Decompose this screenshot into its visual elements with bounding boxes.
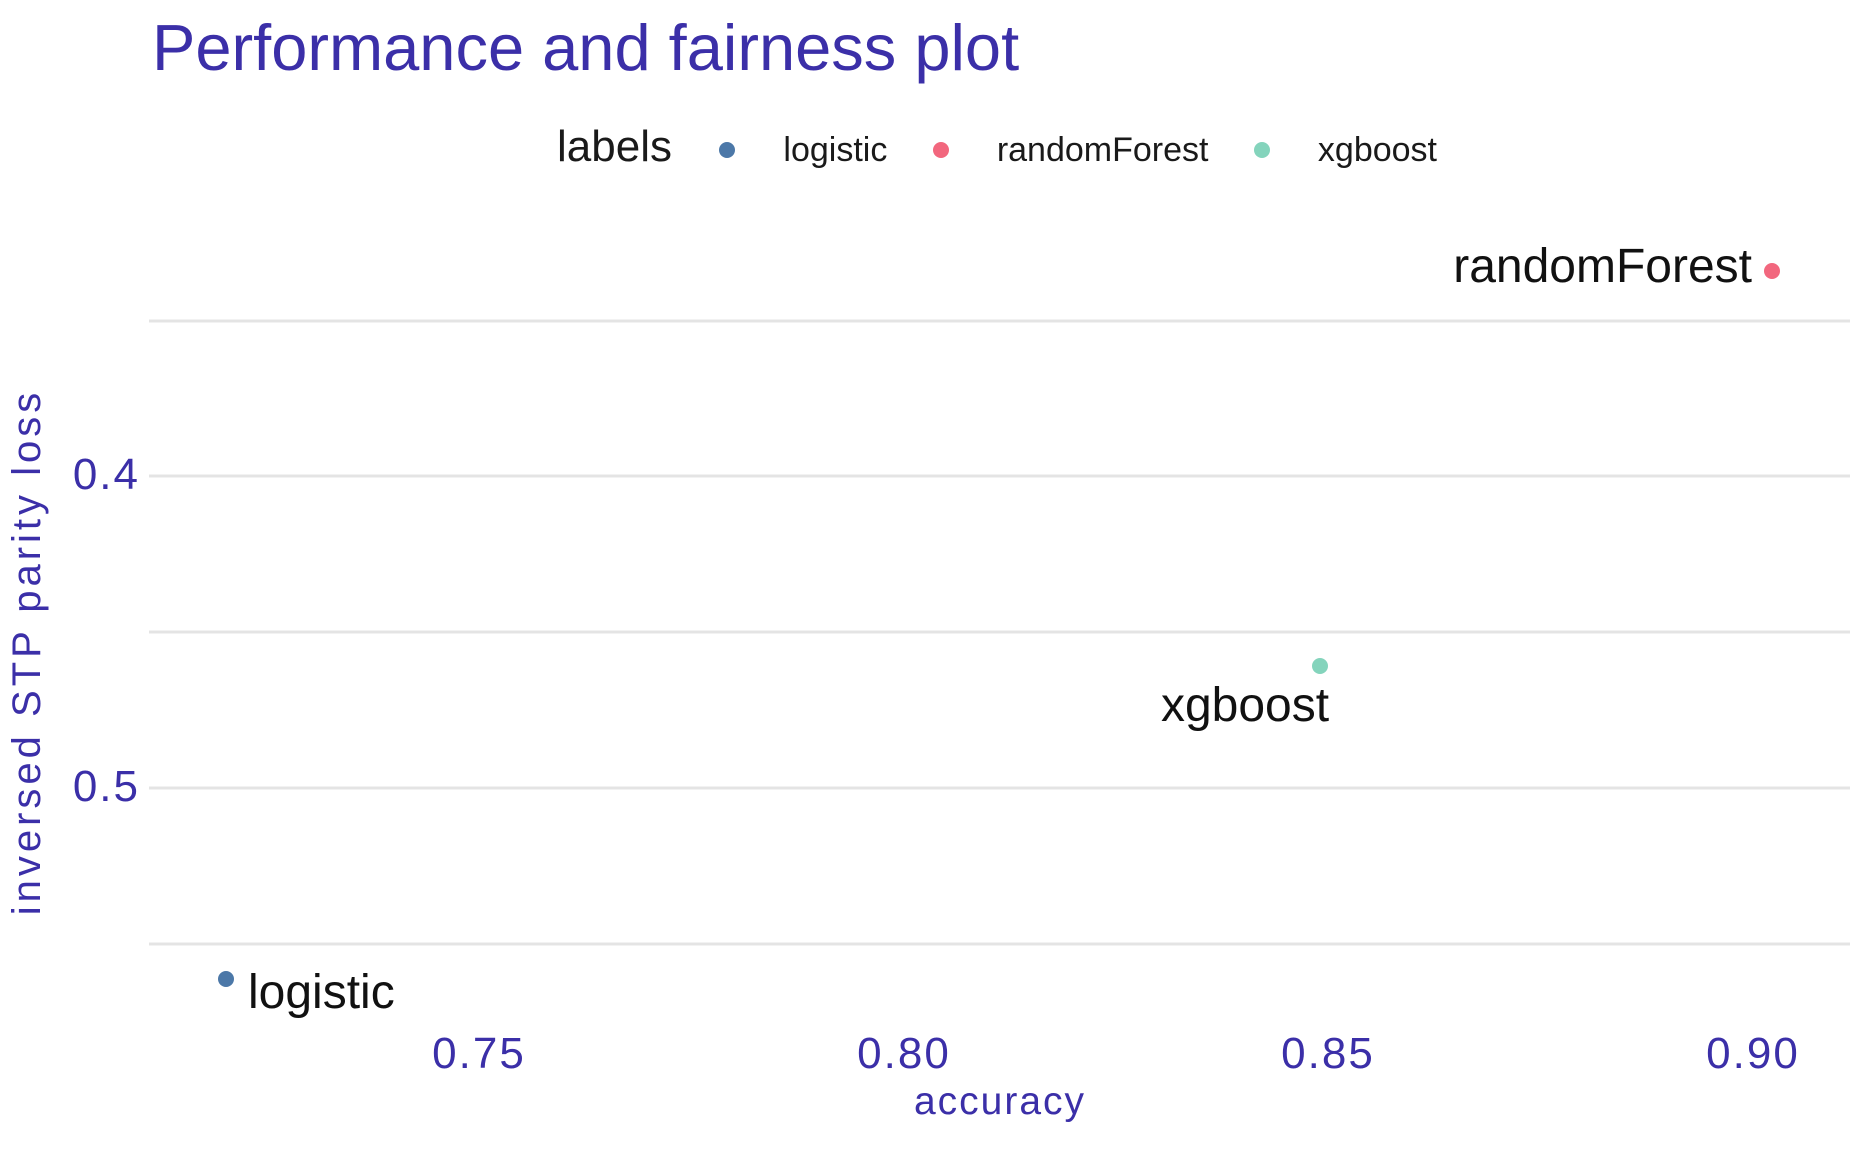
svg-text:0.85: 0.85: [1281, 1029, 1375, 1078]
svg-text:0.5: 0.5: [73, 762, 140, 811]
svg-text:xgboost: xgboost: [1161, 679, 1329, 732]
svg-text:randomForest: randomForest: [1453, 240, 1752, 293]
svg-text:accuracy: accuracy: [914, 1080, 1086, 1123]
svg-text:0.75: 0.75: [432, 1029, 526, 1078]
svg-text:logistic: logistic: [248, 966, 395, 1019]
svg-text:0.80: 0.80: [857, 1029, 951, 1078]
svg-text:inversed STP parity loss: inversed STP parity loss: [5, 389, 49, 916]
svg-text:0.4: 0.4: [73, 450, 140, 499]
svg-text:0.90: 0.90: [1706, 1029, 1800, 1078]
